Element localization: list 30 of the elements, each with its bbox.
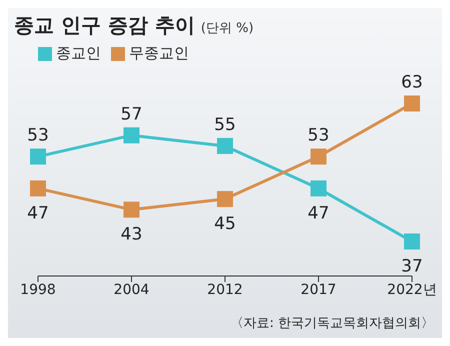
legend-label: 종교인 bbox=[56, 44, 101, 62]
point bbox=[30, 148, 46, 165]
data-label: 47 bbox=[308, 203, 330, 224]
x-tick-label: 2012 bbox=[207, 282, 243, 298]
data-label: 45 bbox=[214, 214, 236, 234]
data-label: 63 bbox=[401, 72, 423, 92]
point bbox=[30, 180, 46, 196]
point bbox=[310, 148, 326, 165]
data-label: 37 bbox=[401, 256, 423, 276]
data-label: 57 bbox=[120, 104, 142, 124]
text: 〈자료: 한국기독교목회자협의회〉 bbox=[230, 315, 434, 332]
point bbox=[217, 191, 233, 208]
x-tick-label: 2022년 bbox=[387, 282, 437, 298]
point bbox=[310, 180, 326, 196]
point bbox=[404, 234, 420, 250]
data-label: 43 bbox=[120, 224, 142, 245]
x-tick-label: 2017 bbox=[300, 282, 336, 298]
legend-label: 무종교인 bbox=[129, 44, 189, 62]
data-label: 55 bbox=[214, 114, 236, 135]
x-tick-label: 2004 bbox=[114, 282, 150, 298]
x-tick-label: 1998 bbox=[20, 282, 56, 298]
point bbox=[124, 127, 140, 144]
data-label: 53 bbox=[27, 126, 49, 146]
point bbox=[217, 138, 233, 154]
chart-subtitle: (단위 %) bbox=[200, 20, 254, 37]
chart-title: 종교 인구 증감 추이 bbox=[14, 12, 195, 39]
data-label: 53 bbox=[308, 126, 330, 146]
point bbox=[124, 202, 140, 218]
point bbox=[404, 96, 420, 112]
data-label: 47 bbox=[27, 203, 49, 224]
